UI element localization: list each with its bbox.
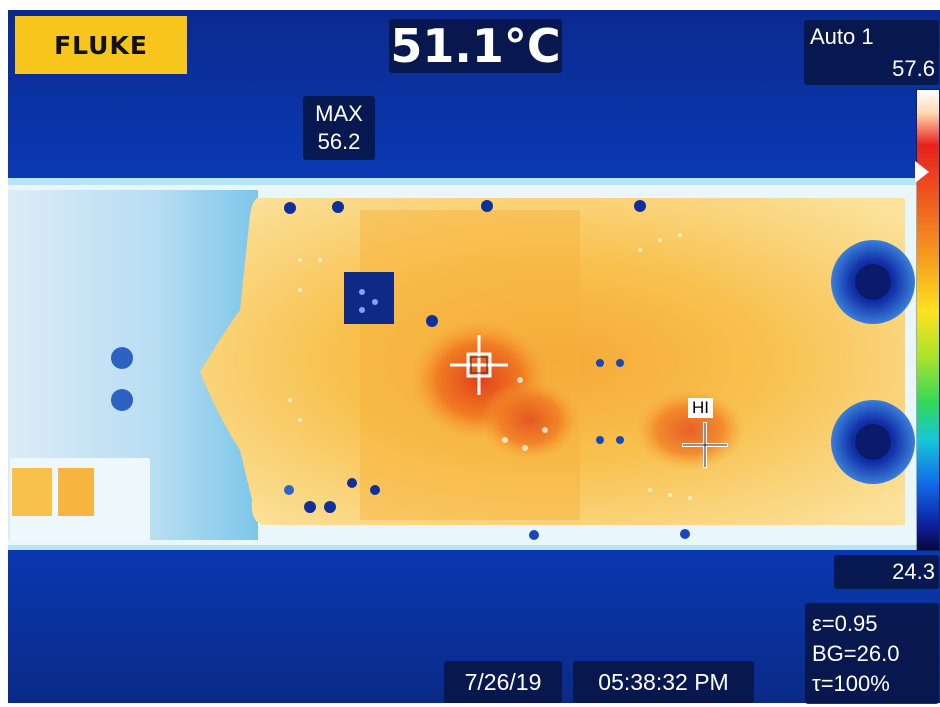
capture-date: 7/26/19 [444,661,562,703]
range-high-value: 57.6 [892,56,935,81]
max-temperature-marker: MAX 56.2 [303,96,375,160]
center-crosshair-icon [450,335,508,395]
hot-spot-label: HI [688,398,713,418]
center-point-temperature: 51.1°C [389,19,562,73]
hot-spot-crosshair-icon [682,422,728,468]
range-mode: Auto 1 [810,24,874,49]
max-label: MAX [315,101,363,126]
emissivity-value: ε=0.95 [812,611,878,636]
palette-color-scale [917,90,939,550]
transmission-value: τ=100% [812,671,890,696]
background-temp-value: BG=26.0 [812,641,900,666]
fluke-logo: FLUKE [15,16,187,74]
measurement-settings: ε=0.95 BG=26.0 τ=100% [805,603,939,704]
max-value: 56.2 [317,129,361,154]
range-low-value: 24.3 [834,555,939,589]
capture-time: 05:38:32 PM [573,661,754,703]
level-marker-icon [915,161,929,183]
range-high-panel: Auto 1 57.6 [804,20,939,85]
